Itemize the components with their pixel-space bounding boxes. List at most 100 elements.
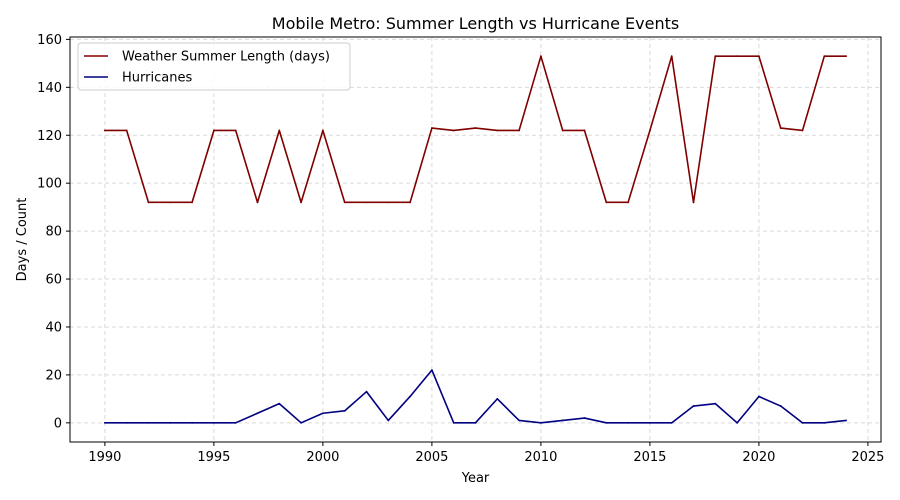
data-point-0	[496, 129, 499, 132]
data-point-1	[583, 417, 586, 419]
data-point-0	[300, 201, 302, 204]
x-tick-label: 1990	[88, 450, 121, 465]
data-point-0	[649, 129, 651, 132]
data-point-1	[212, 421, 215, 424]
data-point-1	[169, 421, 172, 424]
data-point-1	[518, 419, 520, 422]
x-axis-ticks: 1990 1995 2000 2005 2010 2015 2020 2025	[88, 442, 884, 465]
x-tick-label: 2010	[524, 450, 557, 465]
data-point-0	[758, 55, 760, 58]
data-point-0	[736, 55, 739, 58]
data-point-1	[649, 421, 651, 424]
data-point-1	[474, 421, 477, 424]
data-point-1	[561, 419, 564, 422]
x-tick-label: 2000	[306, 450, 339, 465]
y-tick-label: 120	[37, 129, 62, 144]
data-point-1	[147, 421, 150, 424]
y-tick-label: 20	[45, 368, 62, 383]
data-point-1	[605, 421, 608, 424]
data-point-0	[801, 129, 804, 132]
legend-label-1: Hurricanes	[122, 71, 192, 86]
y-tick-label: 40	[45, 320, 62, 335]
data-point-0	[474, 127, 477, 129]
data-point-0	[583, 129, 586, 132]
data-point-0	[321, 129, 324, 132]
data-point-1	[256, 412, 259, 415]
data-point-1	[278, 402, 281, 405]
data-point-0	[605, 201, 608, 204]
data-point-1	[234, 421, 237, 424]
legend-label-0: Weather Summer Length (days)	[122, 50, 330, 65]
y-tick-label: 160	[37, 33, 62, 48]
data-point-0	[627, 201, 630, 204]
y-tick-label: 140	[37, 81, 62, 96]
data-point-1	[845, 419, 848, 422]
data-point-0	[343, 201, 346, 204]
x-tick-label: 2015	[633, 450, 666, 465]
data-point-1	[452, 421, 455, 424]
data-point-1	[823, 421, 826, 424]
y-axis-ticks: 0 20 40 60 80 100 120 140 160	[37, 33, 70, 431]
data-point-1	[714, 402, 717, 405]
data-point-1	[736, 421, 739, 424]
data-point-1	[387, 419, 390, 422]
data-point-1	[409, 395, 411, 398]
series-line-1	[104, 369, 847, 424]
x-tick-label: 1995	[197, 450, 230, 465]
y-tick-label: 80	[45, 225, 62, 240]
y-tick-label: 100	[37, 177, 62, 192]
data-point-0	[779, 127, 782, 129]
data-point-1	[431, 369, 433, 372]
data-point-0	[561, 129, 564, 132]
data-point-1	[540, 421, 542, 424]
data-point-1	[627, 421, 630, 424]
data-point-0	[452, 129, 455, 132]
x-tick-label: 2025	[851, 450, 884, 465]
data-point-0	[103, 129, 106, 132]
chart-title: Mobile Metro: Summer Length vs Hurricane…	[272, 14, 679, 33]
x-tick-label: 2020	[742, 450, 775, 465]
data-point-0	[147, 201, 150, 204]
data-point-1	[191, 421, 193, 424]
data-point-1	[125, 421, 128, 424]
data-point-0	[714, 55, 717, 58]
data-point-1	[321, 412, 324, 415]
data-point-1	[801, 421, 804, 424]
data-point-0	[256, 201, 259, 204]
data-point-0	[518, 129, 520, 132]
data-point-0	[431, 127, 433, 129]
plot-frame	[69, 36, 882, 443]
grid	[70, 37, 881, 442]
data-point-1	[300, 421, 302, 424]
data-point-0	[540, 55, 542, 58]
y-tick-label: 60	[45, 273, 62, 288]
data-point-0	[169, 201, 172, 204]
data-point-0	[234, 129, 237, 132]
data-point-0	[125, 129, 128, 132]
data-point-1	[365, 390, 368, 393]
data-point-1	[779, 405, 782, 407]
series-lines	[103, 55, 848, 424]
data-point-0	[212, 129, 215, 132]
data-point-1	[670, 421, 673, 424]
data-point-1	[692, 405, 695, 407]
data-point-0	[845, 55, 848, 58]
data-point-0	[670, 55, 673, 58]
data-point-1	[496, 397, 499, 400]
data-point-1	[343, 409, 346, 412]
data-point-0	[191, 201, 193, 204]
data-point-0	[823, 55, 826, 58]
legend: Weather Summer Length (days) Hurricanes	[77, 42, 351, 91]
legend-box	[77, 42, 351, 91]
data-point-0	[365, 201, 368, 204]
x-axis-label: Year	[461, 471, 490, 486]
y-axis-label: Days / Count	[15, 198, 30, 282]
x-tick-label: 2005	[415, 450, 448, 465]
data-point-1	[758, 395, 760, 398]
data-point-0	[387, 201, 390, 204]
data-point-0	[692, 201, 695, 204]
y-tick-label: 0	[54, 416, 62, 431]
data-point-0	[409, 201, 411, 204]
